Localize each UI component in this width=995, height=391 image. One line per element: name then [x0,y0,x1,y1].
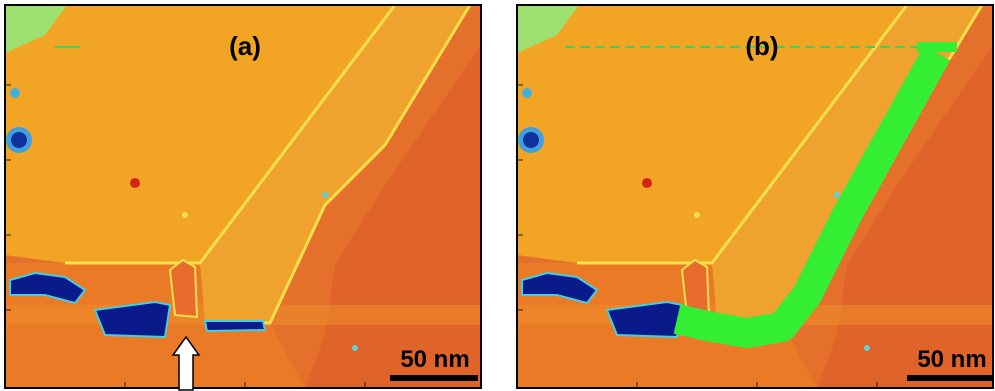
scale-bar [907,375,993,381]
panel-b: (b) 50 nm [517,5,993,388]
scale-bar [390,375,478,381]
panel-a: (a) 50 nm [4,4,482,391]
microscopy-image [5,5,481,388]
trace-path [673,45,951,348]
panel-label: (b) [745,31,778,61]
scale-bar-label: 50 nm [917,346,986,373]
arrow [171,335,201,391]
frame [4,4,482,389]
frame [516,4,994,389]
panel-label: (a) [229,31,261,61]
scale-bar-label: 50 nm [400,346,469,373]
